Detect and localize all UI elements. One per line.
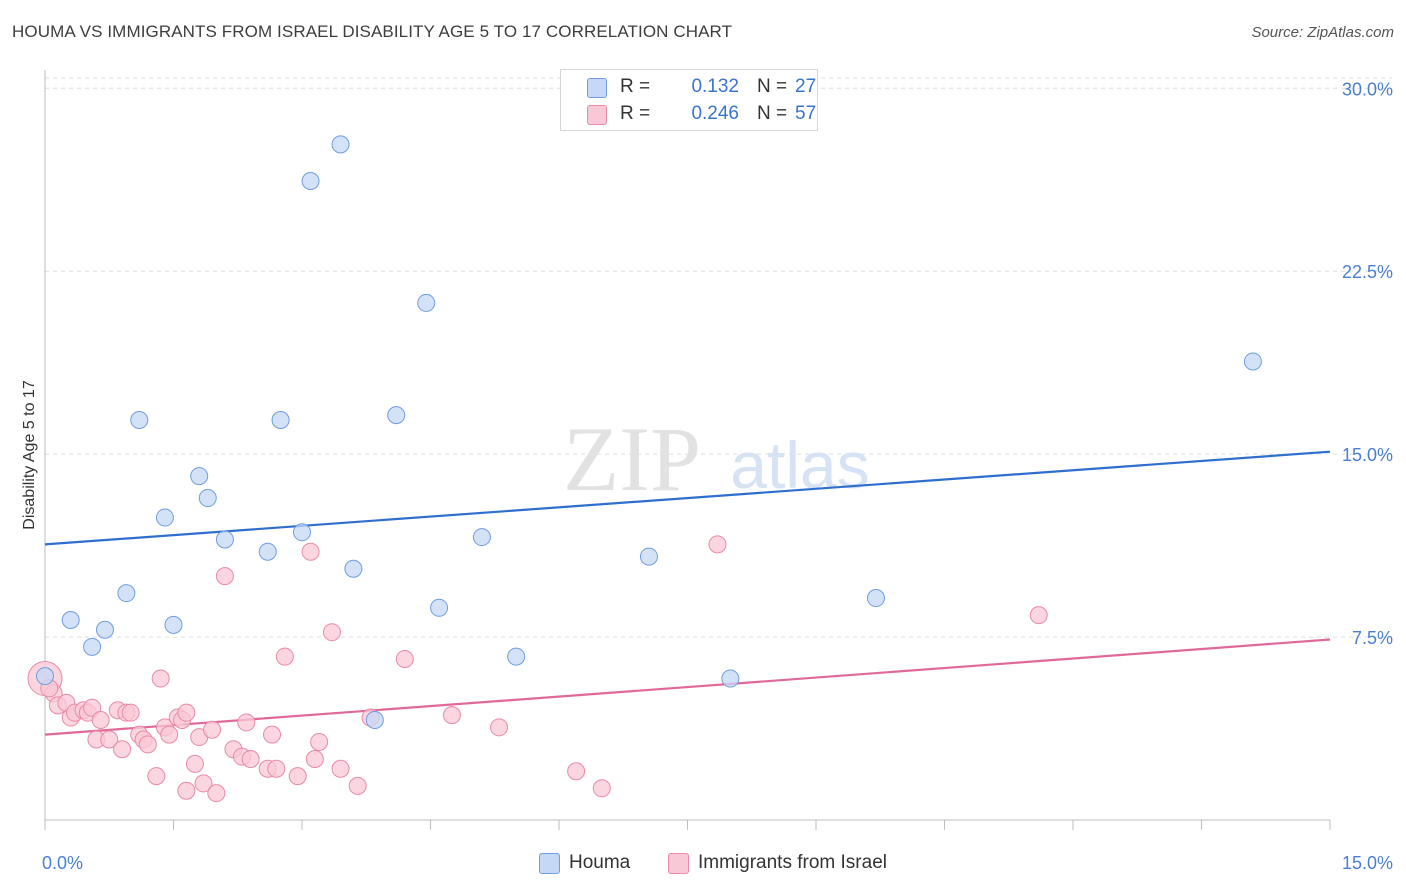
point-houma — [430, 598, 449, 617]
point-houma — [164, 615, 183, 634]
legend-n-value-houma: 27 — [795, 76, 817, 97]
point-israel — [207, 784, 226, 803]
bottom-legend-label-israel: Immigrants from Israel — [698, 852, 887, 873]
watermark: ZIP atlas — [563, 408, 870, 510]
point-israel — [331, 759, 350, 778]
point-houma — [271, 411, 290, 429]
y-axis-title: Disability Age 5 to 17 — [21, 380, 38, 530]
point-israel — [237, 713, 256, 732]
x-tick-label: 0.0% — [42, 853, 83, 873]
y-tick-label: 30.0% — [1342, 79, 1393, 99]
point-houma — [155, 508, 174, 527]
point-israel — [147, 767, 166, 786]
legend-r-label: R = — [620, 103, 651, 124]
legend-n-value-israel: 57 — [795, 103, 817, 124]
point-israel — [310, 732, 329, 751]
point-israel — [301, 542, 320, 561]
tick-labels: 7.5% 15.0% 22.5% 30.0% 0.0% 15.0% — [42, 79, 1393, 873]
point-israel — [138, 735, 157, 754]
point-israel — [567, 762, 586, 781]
point-houma — [365, 711, 384, 729]
point-israel — [322, 623, 341, 642]
point-houma — [61, 611, 80, 629]
point-houma — [293, 523, 311, 542]
point-israel — [177, 703, 196, 722]
legend-swatch-israel — [587, 105, 607, 125]
point-israel — [215, 567, 234, 586]
x-tick-label: 15.0% — [1342, 853, 1393, 873]
data-points — [27, 135, 1262, 803]
point-israel — [442, 706, 461, 725]
point-israel — [91, 711, 110, 729]
point-houma — [95, 620, 114, 639]
point-israel — [490, 718, 509, 737]
point-israel — [348, 776, 367, 795]
point-israel — [241, 750, 260, 769]
point-israel — [100, 730, 119, 749]
y-tick-label: 7.5% — [1352, 628, 1393, 648]
point-houma — [258, 542, 277, 561]
legend-n-label: N = — [757, 103, 788, 124]
point-houma — [301, 171, 320, 190]
axes — [44, 70, 1331, 830]
point-houma — [117, 584, 136, 603]
point-israel — [305, 750, 324, 769]
point-israel — [288, 767, 307, 786]
point-houma — [344, 559, 363, 578]
bottom-legend-swatch-houma — [539, 853, 560, 874]
point-israel — [203, 720, 222, 739]
point-houma — [36, 667, 54, 686]
point-houma — [387, 406, 406, 425]
source-note: Source: ZipAtlas.com — [1251, 24, 1394, 41]
point-israel — [267, 759, 286, 778]
point-israel — [177, 781, 196, 800]
legend-swatch-houma — [587, 78, 607, 98]
point-israel — [395, 650, 414, 669]
legend-r-label: R = — [620, 76, 651, 97]
chart-title: HOUMA VS IMMIGRANTS FROM ISRAEL DISABILI… — [12, 22, 733, 41]
point-houma — [507, 647, 526, 666]
trend-lines — [44, 450, 1331, 736]
legend-r-value-israel: 0.246 — [691, 103, 739, 124]
point-houma — [190, 467, 209, 486]
point-israel — [121, 703, 140, 722]
point-israel — [263, 725, 282, 744]
point-israel — [275, 647, 294, 666]
point-israel — [194, 774, 213, 793]
point-houma — [331, 135, 350, 154]
legend-n-label: N = — [757, 76, 788, 97]
point-houma — [215, 530, 234, 549]
point-houma — [1243, 352, 1262, 371]
point-houma — [721, 669, 740, 688]
point-houma — [472, 528, 491, 547]
watermark-zip: ZIP — [563, 408, 701, 510]
point-houma — [130, 411, 149, 429]
bottom-legend-label-houma: Houma — [569, 852, 631, 873]
point-israel — [160, 725, 179, 744]
bottom-legend-swatch-israel — [668, 853, 689, 874]
correlation-legend: R = 0.132 N = 27 R = 0.246 N = 57 — [560, 69, 818, 131]
y-tick-label: 22.5% — [1342, 262, 1393, 282]
point-israel — [708, 535, 727, 554]
point-houma — [639, 547, 658, 566]
point-israel — [185, 754, 204, 773]
point-israel — [592, 779, 611, 798]
legend-r-value-houma: 0.132 — [691, 76, 739, 97]
point-israel — [113, 740, 132, 759]
point-israel — [151, 669, 170, 688]
point-houma — [417, 293, 436, 312]
trend-line-houma — [44, 450, 1331, 546]
y-tick-label: 15.0% — [1342, 445, 1393, 465]
trend-line-israel — [44, 638, 1331, 736]
point-houma — [83, 637, 102, 656]
point-houma — [866, 589, 885, 608]
point-israel — [83, 698, 102, 717]
point-houma — [198, 489, 217, 508]
point-israel — [1029, 606, 1048, 625]
